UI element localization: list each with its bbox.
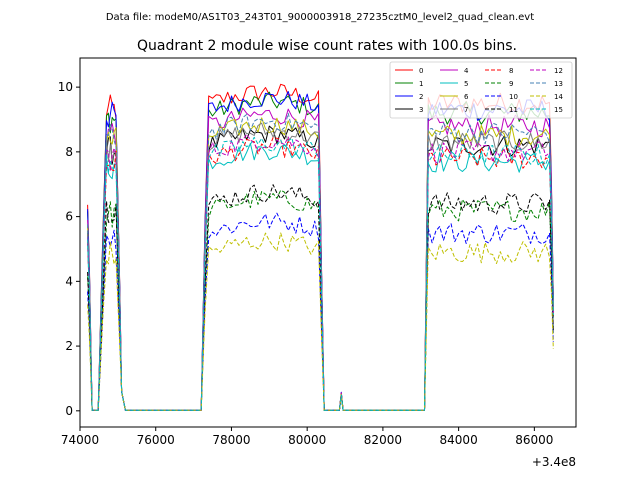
series-line-13: [87, 112, 554, 411]
y-tick-label: 0: [65, 404, 73, 418]
legend-label-3: 3: [419, 106, 423, 114]
x-tick-label: 80000: [288, 433, 326, 447]
legend-label-0: 0: [419, 67, 423, 75]
x-tick-label: 82000: [364, 433, 402, 447]
chart-title: Quadrant 2 module wise count rates with …: [137, 38, 517, 54]
legend-label-15: 15: [554, 106, 563, 114]
legend-label-5: 5: [464, 80, 468, 88]
x-tick-label: 74000: [61, 433, 99, 447]
legend-label-12: 12: [554, 67, 563, 75]
plot-area: 74000 76000 78000 80000 82000 84000 86000 0 2 4 6 8…: [58, 57, 577, 447]
data-file-header: Data file: modeM0/AS1T03_243T01_90000039…: [106, 12, 534, 23]
legend-label-9: 9: [509, 80, 513, 88]
x-tick-label: 78000: [212, 433, 250, 447]
x-tick-label: 76000: [137, 433, 175, 447]
x-tick-label: 86000: [515, 433, 553, 447]
y-tick-label: 4: [65, 274, 73, 288]
x-offset-label: +3.4e8: [532, 455, 576, 469]
y-tick-label: 2: [65, 339, 73, 353]
legend-label-6: 6: [464, 93, 469, 101]
legend-label-7: 7: [464, 106, 468, 114]
legend-label-1: 1: [419, 80, 423, 88]
series-line-14: [87, 232, 554, 411]
legend-label-8: 8: [509, 67, 513, 75]
y-tick-label: 6: [65, 210, 73, 224]
y-tick-label: 8: [65, 145, 73, 159]
series-lines: [87, 83, 554, 411]
legend-label-11: 11: [509, 106, 518, 114]
legend-label-2: 2: [419, 93, 423, 101]
axes-frame: [79, 57, 577, 428]
legend-label-10: 10: [509, 93, 518, 101]
y-tick-label: 10: [58, 80, 73, 94]
legend-label-4: 4: [464, 67, 469, 75]
series-line-15: [87, 136, 554, 411]
legend-label-14: 14: [554, 93, 563, 101]
legend-frame: [389, 61, 573, 119]
legend-label-13: 13: [554, 80, 563, 88]
x-tick-label: 84000: [440, 433, 478, 447]
